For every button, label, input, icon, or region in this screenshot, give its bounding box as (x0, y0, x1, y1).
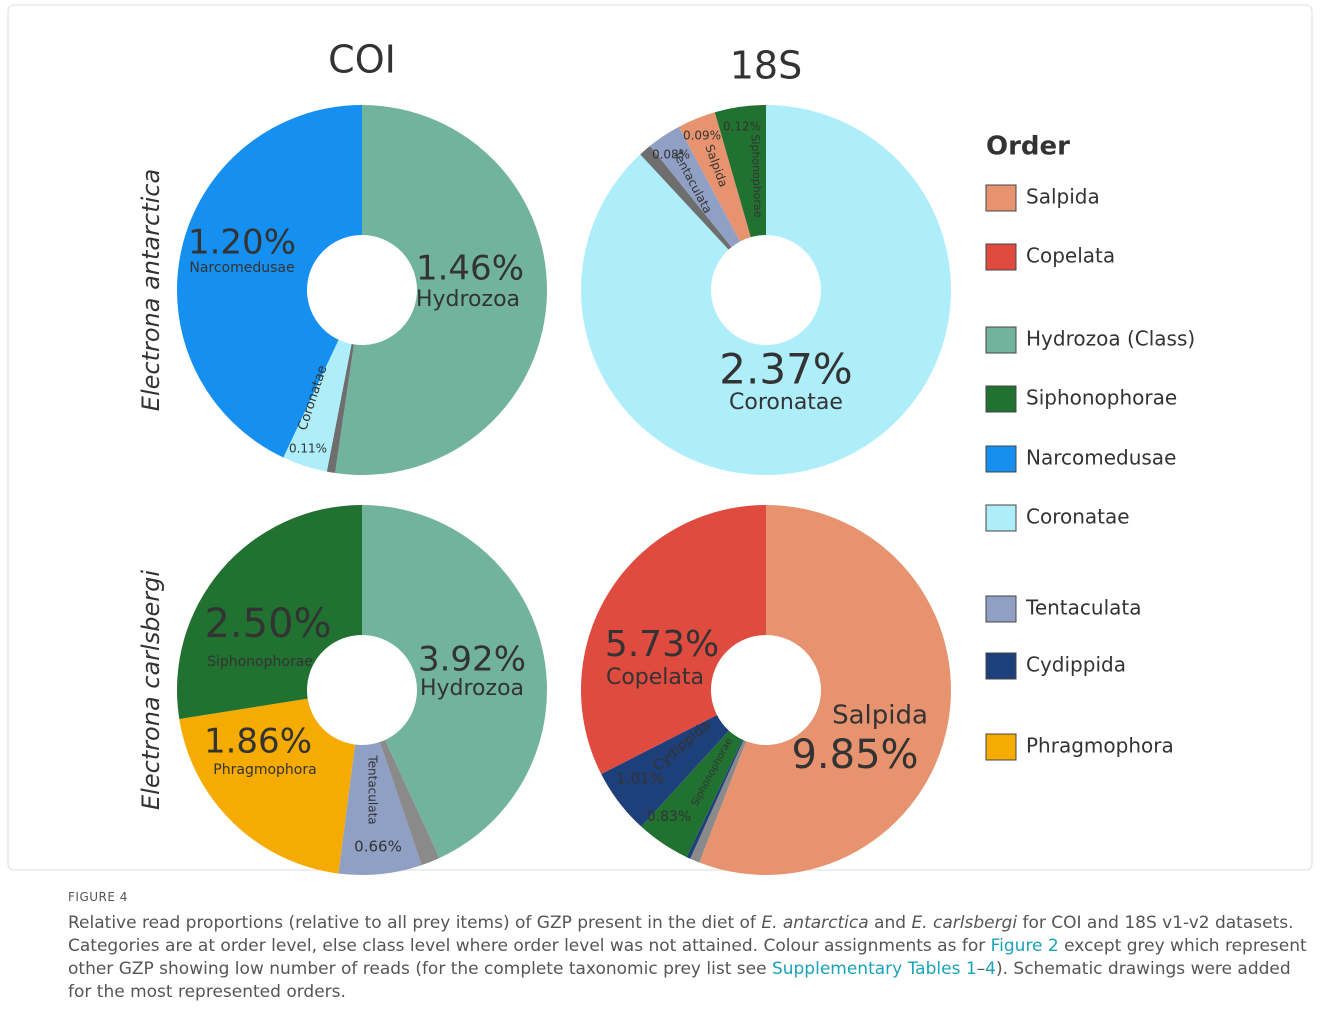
caption-text: and (868, 913, 912, 933)
legend-swatch (985, 595, 1017, 623)
caption-link[interactable]: 4 (985, 959, 996, 979)
frame (7, 4, 1313, 871)
caption-text: for COI and 18S v1-v2 datasets. Categori… (68, 913, 1294, 956)
legend-label: Narcomedusae (1026, 446, 1176, 470)
slice (326, 343, 354, 474)
slice-name: Phragmophora (213, 762, 316, 778)
slice-value: 1.01% (616, 770, 664, 788)
slice-name: Hydrozoa (416, 287, 520, 312)
figure-label: FIGURE 4 (68, 890, 128, 904)
slice-value: 9.85% (791, 732, 918, 778)
slice-name: Coronatae (729, 390, 843, 415)
column-title: 18S (730, 44, 802, 88)
slice (699, 505, 951, 875)
slice (678, 112, 751, 242)
slice-value: 5.73% (605, 624, 719, 665)
slice-name: Hydrozoa (420, 676, 524, 701)
row-label: Electrona carlsbergi (137, 570, 165, 810)
slice-value: 0.09% (683, 129, 721, 143)
slice (581, 505, 766, 775)
legend-label: Coronatae (1026, 505, 1130, 529)
slice-value: 1.20% (188, 223, 296, 263)
legend-swatch (985, 445, 1017, 473)
caption-link[interactable]: Supplementary Tables 1 (771, 959, 977, 979)
slice-value: 2.37% (719, 345, 852, 394)
slice (601, 714, 729, 827)
slice (714, 105, 766, 238)
caption-text: except grey which represent other GZP sh… (68, 936, 1307, 979)
slice (283, 339, 352, 472)
slice-value: 0.66% (354, 838, 402, 856)
slice-name: Copelata (606, 665, 704, 690)
legend-swatch (985, 385, 1017, 413)
slice-value: 0.11% (289, 442, 327, 456)
caption-text: E. carlsbergi (911, 913, 1018, 933)
slice (650, 126, 741, 248)
slice (176, 105, 362, 458)
caption-text: – (976, 959, 986, 979)
slice-value: 1.46% (416, 249, 524, 289)
legend-label: Siphonophorae (1026, 386, 1177, 410)
figure: COI 18S Electrona antarctica Electrona carl… (7, 4, 1313, 875)
caption-text: ). Schematic drawings were added for the… (68, 959, 1291, 1002)
slice (179, 698, 355, 874)
slice (641, 730, 743, 858)
legend-swatch (985, 243, 1017, 271)
legend-label: Phragmophora (1026, 734, 1174, 758)
caption-text: Relative read proportions (relative to a… (68, 913, 762, 933)
legend-title: Order (986, 132, 1070, 162)
legend-swatch (985, 652, 1017, 680)
slice-name: Narcomedusae (189, 260, 294, 276)
caption-link[interactable]: Figure 2 (990, 936, 1059, 956)
legend-swatch (985, 326, 1017, 354)
slice-name: Siphonophorae (207, 654, 313, 670)
legend-label: Hydrozoa (Class) (1026, 327, 1195, 351)
slice-value: 3.92% (418, 640, 526, 680)
legend-label: Tentaculata (1025, 596, 1141, 620)
slice (335, 105, 547, 475)
legend-label: Cydippida (1026, 653, 1126, 677)
legend-swatch (985, 504, 1017, 532)
slice-value: 0.83% (647, 809, 691, 825)
slice (686, 739, 744, 859)
slice (362, 505, 547, 859)
legend-label: Copelata (1026, 244, 1115, 268)
slice-value: 1.86% (204, 722, 312, 762)
column-title: COI (328, 38, 396, 82)
slice (690, 740, 747, 863)
slice-name: Salpida (832, 701, 928, 731)
caption-text: E. antarctica (761, 913, 869, 933)
slice (338, 742, 422, 875)
slice-name: Siphonophorae (749, 134, 765, 218)
slice-name: Tentaculata (366, 754, 380, 824)
legend-swatch (985, 184, 1017, 212)
slice (177, 505, 362, 719)
slice-value: 0.08% (652, 148, 690, 162)
slice-value: 2.50% (204, 601, 331, 647)
legend-label: Salpida (1026, 185, 1100, 209)
legend-swatch (985, 733, 1017, 761)
caption: Relative read proportions (relative to a… (68, 912, 1308, 1004)
slice (640, 145, 732, 250)
slice-value: 0.12% (723, 120, 761, 134)
row-label: Electrona antarctica (137, 169, 165, 411)
slice (581, 105, 951, 475)
slice (379, 739, 440, 866)
